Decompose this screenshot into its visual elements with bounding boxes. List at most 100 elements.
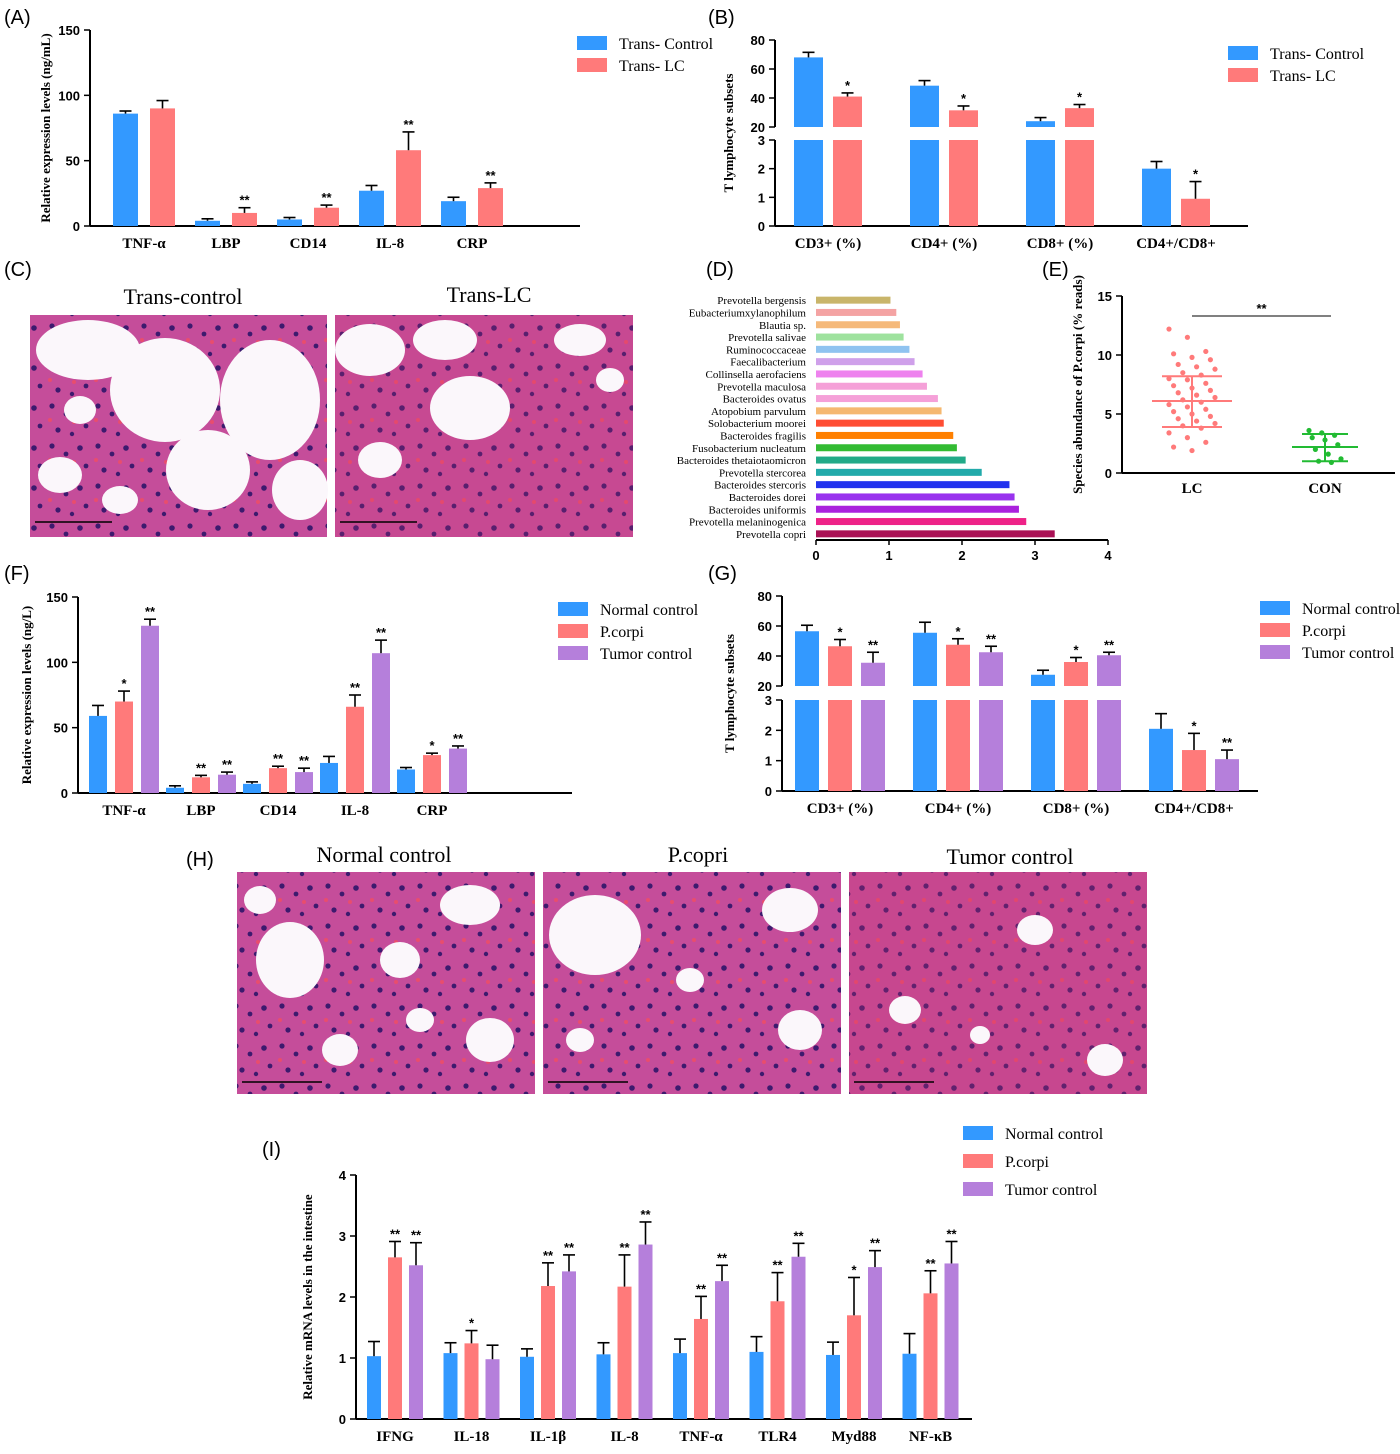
- F-y-tick-label: 0: [61, 786, 68, 801]
- E-point: [1171, 444, 1177, 450]
- D-x-tick-label: 3: [1031, 548, 1038, 563]
- B-y-tick-label: 20: [751, 120, 765, 135]
- A-significance-mark: **: [321, 190, 332, 205]
- F-bar: [192, 777, 210, 793]
- I-y-tick-label: 1: [339, 1351, 346, 1366]
- I-legend-swatch-1: [963, 1154, 993, 1168]
- F-y-tick-label: 100: [46, 655, 68, 670]
- I-y-tick-label: 4: [339, 1168, 347, 1183]
- D-bar: [816, 395, 938, 403]
- A-category-label: CRP: [457, 236, 488, 252]
- B-category-label: CD3+ (%): [795, 236, 861, 252]
- image-title-normal-control: Normal control: [316, 842, 451, 867]
- F-category-label: IL-8: [341, 803, 369, 819]
- I-y-tick-label: 0: [339, 1412, 346, 1427]
- I-legend-swatch-0: [963, 1126, 993, 1140]
- E-point: [1207, 387, 1213, 393]
- G-legend-swatch-2: [1260, 645, 1290, 659]
- E-point: [1166, 326, 1172, 332]
- I-significance-mark: **: [411, 1228, 422, 1243]
- B-legend-label-0: Trans- Control: [1270, 46, 1365, 63]
- G-significance-mark: *: [1073, 643, 1079, 658]
- G-bar-upper: [1031, 674, 1055, 686]
- histology-image-normal-control: [237, 872, 535, 1094]
- G-legend-label-1: P.corpi: [1302, 623, 1347, 640]
- histology-h: Normal control P.copri Tumor control: [237, 842, 1147, 1094]
- D-bar: [816, 518, 1027, 526]
- G-legend-label-0: Normal control: [1302, 601, 1400, 618]
- A-category-label: CD14: [290, 236, 327, 252]
- F-bar: [397, 769, 415, 793]
- panel-label-i: (I): [262, 1139, 281, 1161]
- E-point: [1184, 377, 1190, 383]
- G-significance-mark: **: [1104, 637, 1115, 652]
- I-bar: [791, 1256, 806, 1419]
- D-category-label: Prevotella stercorea: [719, 467, 806, 479]
- A-significance-mark: **: [239, 193, 250, 208]
- G-significance-mark: **: [1222, 735, 1233, 750]
- G-significance-mark: *: [1191, 718, 1197, 733]
- E-y-tick-label: 0: [1105, 466, 1112, 481]
- F-category-label: CRP: [417, 803, 448, 819]
- B-significance-mark: *: [1193, 167, 1199, 182]
- image-title-trans-control: Trans-control: [124, 284, 243, 309]
- panel-label-d: (D): [706, 259, 734, 281]
- D-bar: [816, 493, 1015, 501]
- D-category-label: Bacteroides dorei: [729, 492, 806, 504]
- I-bar: [409, 1265, 423, 1419]
- D-category-label: Bacteroides uniformis: [709, 504, 806, 516]
- I-bar: [617, 1286, 632, 1419]
- E-point: [1180, 370, 1186, 376]
- G-bar-lower: [828, 700, 852, 791]
- D-bar: [816, 296, 891, 304]
- B-category-label: CD8+ (%): [1027, 236, 1093, 252]
- G-bar-lower: [795, 700, 819, 791]
- G-bar: [1149, 728, 1173, 791]
- F-y-tick-label: 50: [54, 721, 68, 736]
- G-bar: [1182, 750, 1206, 791]
- image-title-trans-lc: Trans-LC: [447, 282, 532, 307]
- I-category-label: TLR4: [758, 1429, 797, 1445]
- B-legend-label-1: Trans- LC: [1270, 68, 1336, 85]
- I-bar: [638, 1244, 653, 1419]
- E-point: [1338, 456, 1344, 462]
- B-bar-lower: [949, 140, 978, 226]
- B-bar-lower: [794, 140, 823, 226]
- I-category-label: IFNG: [376, 1429, 414, 1445]
- E-significance-mark: **: [1256, 301, 1267, 316]
- G-category-label: CD8+ (%): [1043, 801, 1109, 817]
- D-bar: [816, 468, 982, 476]
- F-bar: [166, 787, 184, 793]
- D-x-tick-label: 2: [958, 548, 965, 563]
- D-category-label: Blautia sp.: [759, 320, 806, 332]
- D-bar: [816, 530, 1055, 538]
- A-bar: [314, 207, 339, 226]
- F-significance-mark: *: [429, 738, 435, 753]
- D-bar: [816, 308, 897, 316]
- A-bar: [195, 220, 220, 226]
- A-bar: [396, 150, 421, 226]
- B-bar-upper: [794, 57, 823, 127]
- I-bar: [902, 1353, 917, 1419]
- G-significance-mark: **: [868, 637, 879, 652]
- E-point: [1194, 364, 1200, 370]
- I-bar: [715, 1281, 729, 1419]
- E-point: [1194, 392, 1200, 398]
- D-bar: [816, 333, 904, 341]
- D-bar: [816, 382, 927, 390]
- G-y-axis-label: T lymphocyte subsets: [722, 634, 737, 753]
- I-significance-mark: **: [772, 1258, 783, 1273]
- F-legend-label-0: Normal control: [600, 602, 699, 619]
- A-bar: [359, 190, 384, 226]
- image-title-pcopri: P.copri: [668, 842, 729, 867]
- F-significance-mark: **: [196, 760, 207, 775]
- F-significance-mark: **: [350, 680, 361, 695]
- A-category-label: IL-8: [376, 236, 404, 252]
- B-y-tick-label: 2: [758, 162, 765, 177]
- A-y-tick-label: 0: [73, 219, 80, 234]
- I-legend-label-2: Tumor control: [1005, 1182, 1098, 1199]
- F-bar: [141, 625, 159, 793]
- I-bar: [443, 1353, 458, 1419]
- E-point: [1203, 380, 1209, 386]
